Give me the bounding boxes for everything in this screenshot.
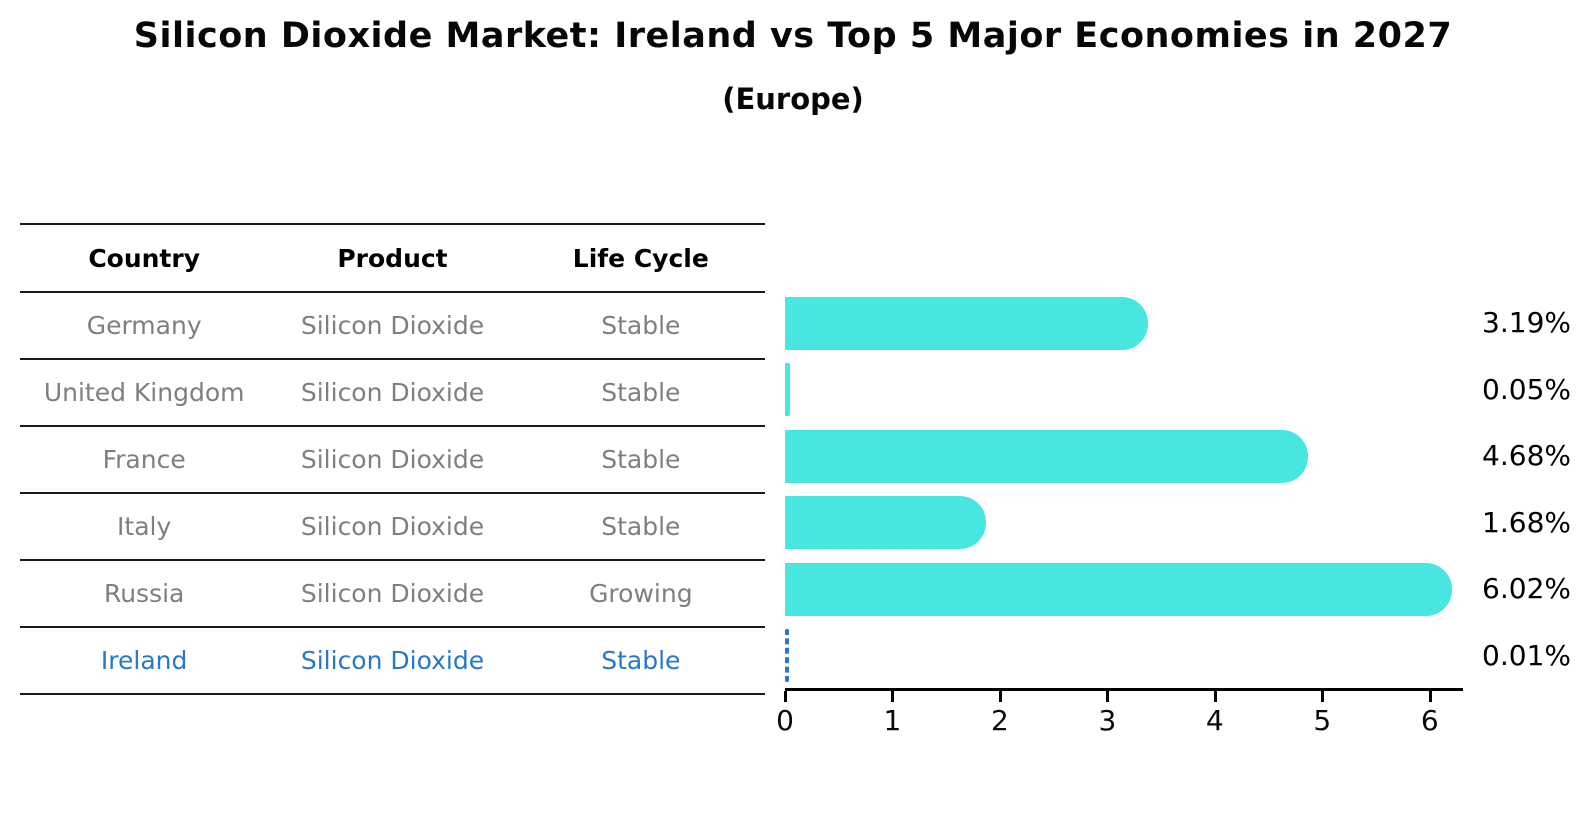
- cell-product: Silicon Dioxide: [300, 311, 485, 340]
- cell-product: Silicon Dioxide: [300, 378, 485, 407]
- x-axis-tick-mark: [1106, 691, 1110, 702]
- cell-country: United Kingdom: [43, 378, 245, 407]
- table-row: Russia Silicon Dioxide Growing: [20, 559, 765, 626]
- cell-product: Silicon Dioxide: [300, 646, 485, 675]
- cell-life-cycle: Stable: [601, 512, 681, 541]
- x-axis-tick-label: 4: [1205, 704, 1224, 737]
- bar-row: 0.01%: [785, 623, 1571, 690]
- bar-russia: [785, 562, 1452, 616]
- chart-title: Silicon Dioxide Market: Ireland vs Top 5…: [133, 16, 1453, 56]
- table-row: France Silicon Dioxide Stable: [20, 425, 765, 492]
- x-axis-tick-mark: [784, 691, 787, 702]
- bar-ireland: [785, 629, 789, 683]
- bar-italy: [785, 496, 986, 550]
- x-axis-tick-label: 2: [990, 704, 1009, 737]
- column-header-product: Product: [337, 243, 448, 273]
- bar-france: [785, 429, 1308, 483]
- cell-life-cycle: Stable: [601, 378, 681, 407]
- cell-life-cycle: Stable: [601, 311, 681, 340]
- table-body: Germany Silicon Dioxide Stable United Kingd…: [20, 291, 765, 695]
- cell-life-cycle: Growing: [589, 579, 693, 608]
- x-axis-tick-label: 6: [1420, 704, 1439, 737]
- column-header-life-cycle: Life Cycle: [572, 243, 709, 273]
- chart-subtitle: (Europe): [722, 82, 864, 116]
- value-label: 1.68%: [1482, 505, 1571, 539]
- x-axis-tick-label: 5: [1313, 704, 1332, 737]
- table-row: Germany Silicon Dioxide Stable: [20, 291, 765, 358]
- table-header-row: Country Product Life Cycle: [20, 223, 765, 291]
- table-row: United Kingdom Silicon Dioxide Stable: [20, 358, 765, 425]
- x-axis-tick-mark: [1321, 691, 1325, 702]
- x-axis-line: [785, 688, 1463, 691]
- value-label: 4.68%: [1482, 439, 1571, 473]
- cell-country: Italy: [117, 512, 172, 541]
- cell-country: Ireland: [100, 646, 188, 675]
- cell-product: Silicon Dioxide: [300, 579, 485, 608]
- x-axis-tick-label: 1: [883, 704, 902, 737]
- value-label: 3.19%: [1482, 306, 1571, 340]
- bar-row: 0.05%: [785, 357, 1571, 424]
- column-header-country: Country: [88, 243, 201, 273]
- x-axis-tick-label: 0: [776, 704, 794, 737]
- x-axis-tick-label: 3: [1098, 704, 1117, 737]
- cell-product: Silicon Dioxide: [300, 512, 485, 541]
- x-axis-tick-mark: [1213, 691, 1217, 702]
- x-axis-tick-mark: [891, 691, 895, 702]
- bar-row: 3.19%: [785, 290, 1571, 357]
- bar-row: 1.68%: [785, 490, 1571, 557]
- cell-country: Russia: [103, 579, 185, 608]
- value-label: 0.05%: [1482, 372, 1571, 406]
- table-row: Italy Silicon Dioxide Stable: [20, 492, 765, 559]
- value-label: 0.01%: [1482, 638, 1571, 672]
- bar-plot: 3.19% 0.05% 4.68% 1.68% 6.02% 0.01%: [785, 290, 1571, 690]
- data-table: Country Product Life Cycle Germany Silico…: [20, 223, 765, 695]
- x-axis-tick-mark: [1428, 691, 1432, 702]
- bar-germany: [785, 296, 1148, 350]
- bar-row: 4.68%: [785, 423, 1571, 490]
- cell-life-cycle: Stable: [601, 445, 681, 474]
- bar-row: 6.02%: [785, 556, 1571, 623]
- x-axis-tick-mark: [998, 691, 1002, 702]
- cell-product: Silicon Dioxide: [300, 445, 485, 474]
- cell-country: France: [102, 445, 186, 474]
- table-row: Ireland Silicon Dioxide Stable: [20, 626, 765, 695]
- cell-country: Germany: [86, 311, 202, 340]
- value-label: 6.02%: [1482, 572, 1571, 606]
- cell-life-cycle: Stable: [601, 646, 681, 675]
- bar-united-kingdom: [785, 363, 791, 417]
